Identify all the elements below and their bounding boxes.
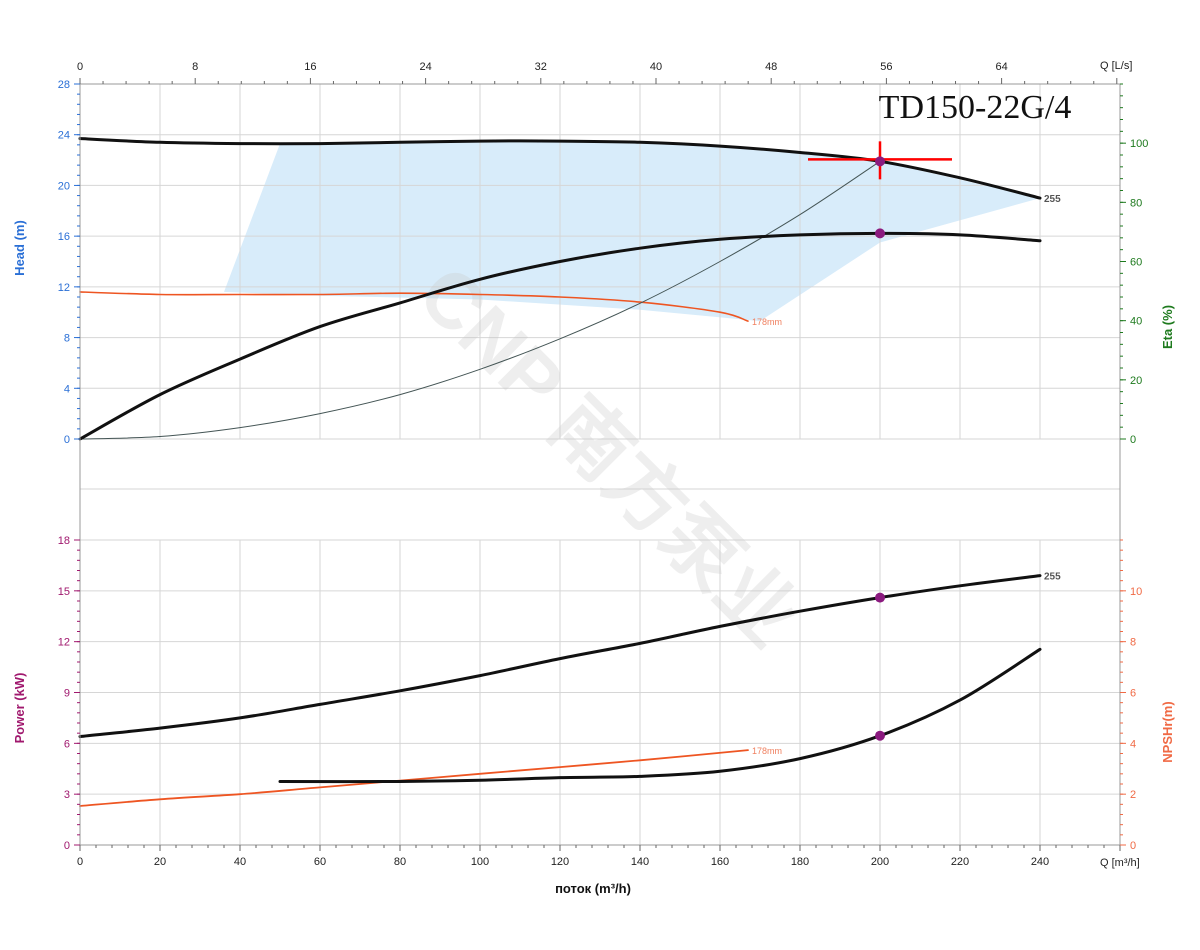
left-y-tick-label: 8: [64, 333, 70, 345]
x-tick-label: 40: [234, 856, 246, 868]
x-tick-label: 220: [951, 856, 969, 868]
curve-label-power-255: 255: [1044, 572, 1061, 583]
x-tick-label: 20: [154, 856, 166, 868]
x-tick-label: 180: [791, 856, 809, 868]
npshr-axis-label: NPSHr(m): [1160, 701, 1175, 762]
x-top-axis-unit-label: Q [L/s]: [1100, 60, 1132, 72]
left-y-tick-label: 16: [58, 231, 70, 243]
x-tick-label: 80: [394, 856, 406, 868]
left-y-tick-label: 3: [64, 789, 70, 801]
right-y-tick-label: 0: [1130, 434, 1136, 446]
labels: TD150-22G/4 поток (m³/h) Q [m³/h] Q [L/s…: [12, 60, 1175, 896]
x-top-tick-label: 0: [77, 61, 83, 73]
x-tick-label: 120: [551, 856, 569, 868]
left-y-tick-label: 24: [58, 130, 70, 142]
right-y-tick-label: 100: [1130, 138, 1148, 150]
right-y-tick-label: 8: [1130, 637, 1136, 649]
left-y-tick-label: 15: [58, 586, 70, 598]
curve-npshr: [278, 647, 1042, 784]
curve-head-255: [78, 137, 1042, 200]
right-y-tick-label: 80: [1130, 197, 1142, 209]
eta-axis-label: Eta (%): [1160, 305, 1175, 349]
curve-label-head-255: 255: [1044, 194, 1061, 205]
x-tick-label: 140: [631, 856, 649, 868]
x-top-tick-label: 48: [765, 61, 777, 73]
operating-point-dot: [875, 730, 885, 741]
left-y-tick-label: 20: [58, 180, 70, 192]
curve-system-curve: [79, 160, 881, 440]
x-top-tick-label: 64: [995, 61, 1007, 73]
left-y-tick-label: 0: [64, 434, 70, 446]
right-y-tick-label: 6: [1130, 688, 1136, 700]
right-y-tick-label: 60: [1130, 257, 1142, 269]
x-tick-label: 160: [711, 856, 729, 868]
right-y-tick-label: 0: [1130, 840, 1136, 852]
x-top-tick-label: 24: [419, 61, 431, 73]
x-top-tick-label: 40: [650, 61, 662, 73]
chart-title: TD150-22G/4: [879, 89, 1072, 126]
right-y-tick-label: 10: [1130, 586, 1142, 598]
x-top-tick-label: 32: [535, 61, 547, 73]
operating-region: [224, 141, 1040, 322]
markers: [808, 141, 952, 741]
x-top-tick-label: 8: [192, 61, 198, 73]
left-y-tick-label: 12: [58, 282, 70, 294]
right-y-tick-label: 4: [1130, 738, 1136, 750]
curve-label-head-178: 178mm: [752, 317, 782, 327]
left-y-tick-label: 28: [58, 79, 70, 91]
x-tick-label: 200: [871, 856, 889, 868]
x-tick-label: 0: [77, 856, 83, 868]
x-top-tick-label: 16: [304, 61, 316, 73]
operating-point-dot: [875, 156, 885, 167]
operating-region-shape: [224, 141, 1040, 322]
left-y-tick-label: 9: [64, 688, 70, 700]
head-axis-label: Head (m): [12, 220, 27, 276]
operating-point-dot: [875, 228, 885, 239]
x-top-tick-label: 56: [880, 61, 892, 73]
left-y-tick-label: 6: [64, 738, 70, 750]
power-axis-label: Power (kW): [12, 673, 27, 744]
right-y-tick-label: 20: [1130, 375, 1142, 387]
x-axis-label: поток (m³/h): [555, 881, 631, 896]
x-tick-label: 60: [314, 856, 326, 868]
operating-point-dot: [875, 592, 885, 603]
left-y-tick-label: 18: [58, 535, 70, 547]
left-y-tick-label: 0: [64, 840, 70, 852]
x-tick-label: 240: [1031, 856, 1049, 868]
curve-label-power-178: 178mm: [752, 746, 782, 756]
right-y-tick-label: 40: [1130, 316, 1142, 328]
right-y-tick-label: 2: [1130, 789, 1136, 801]
left-y-tick-label: 12: [58, 637, 70, 649]
left-y-tick-label: 4: [64, 383, 70, 395]
x-axis-unit-label: Q [m³/h]: [1100, 857, 1140, 869]
x-tick-label: 100: [471, 856, 489, 868]
